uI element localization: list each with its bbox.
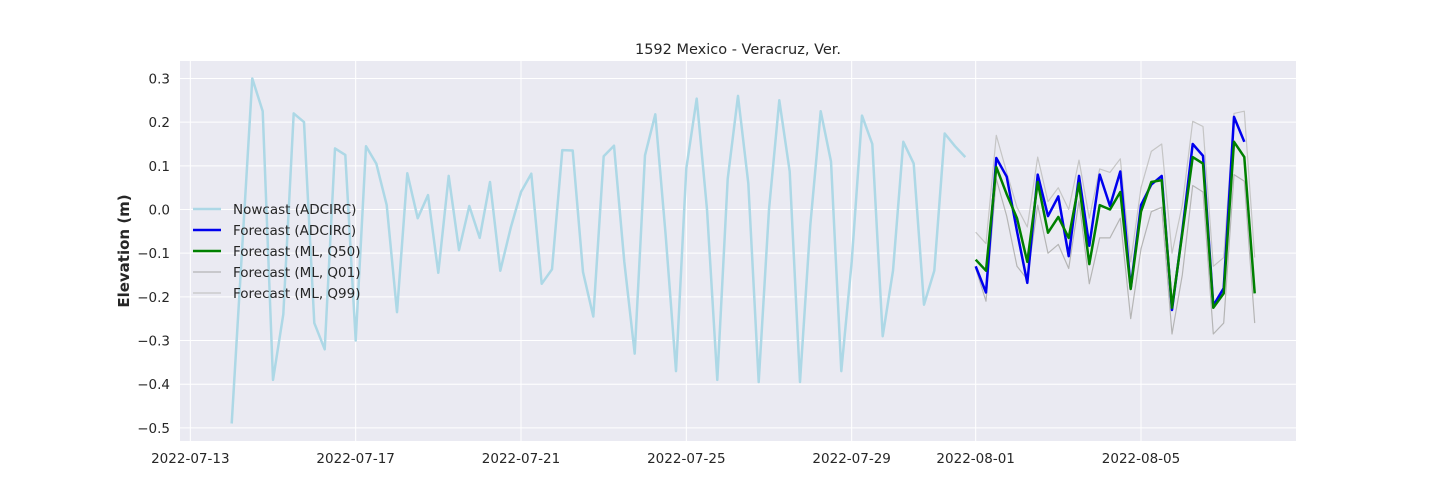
series-line-3 bbox=[975, 174, 1256, 335]
x-tick-label-6: 2022-08-05 bbox=[1102, 451, 1180, 467]
x-tick-labels: 2022-07-13 2022-07-17 2022-07-21 2022-07-25… bbox=[151, 451, 1180, 467]
y-tick-label-5: −0.2 bbox=[137, 290, 170, 306]
x-tick-label-4: 2022-07-29 bbox=[812, 451, 890, 467]
x-tick-label-3: 2022-07-25 bbox=[647, 451, 725, 467]
y-axis-label: Elevation (m) bbox=[115, 194, 133, 307]
y-tick-label-4: −0.1 bbox=[137, 246, 170, 262]
plot-area bbox=[180, 61, 1296, 441]
series-line-2 bbox=[974, 140, 1256, 310]
chart-title: 1592 Mexico - Veracruz, Ver. bbox=[635, 42, 841, 58]
y-tick-label-1: 0.2 bbox=[149, 115, 170, 131]
legend-label-3: Forecast (ML, Q01) bbox=[233, 265, 361, 281]
legend: Nowcast (ADCIRC) Forecast (ADCIRC) Forecas… bbox=[193, 202, 361, 302]
x-tick-label-0: 2022-07-13 bbox=[151, 451, 229, 467]
x-tick-label-5: 2022-08-01 bbox=[936, 451, 1014, 467]
x-tick-label-2: 2022-07-21 bbox=[482, 451, 560, 467]
y-tick-label-3: 0.0 bbox=[149, 203, 170, 219]
y-tick-label-2: 0.1 bbox=[149, 159, 170, 175]
y-tick-label-6: −0.3 bbox=[137, 334, 170, 350]
series-line-1 bbox=[974, 115, 1246, 312]
series-group bbox=[230, 77, 1256, 424]
legend-label-2: Forecast (ML, Q50) bbox=[233, 244, 361, 260]
legend-label-0: Nowcast (ADCIRC) bbox=[233, 202, 356, 218]
y-tick-label-8: −0.5 bbox=[137, 421, 170, 437]
y-tick-labels: 0.3 0.2 0.1 0.0 −0.1 −0.2 −0.3 −0.4 −0.5 bbox=[137, 71, 170, 436]
series-line-4 bbox=[975, 110, 1256, 267]
y-tick-label-7: −0.4 bbox=[137, 377, 170, 393]
x-tick-label-1: 2022-07-17 bbox=[316, 451, 394, 467]
series-line-0 bbox=[230, 77, 967, 424]
y-tick-label-0: 0.3 bbox=[149, 71, 170, 87]
legend-label-4: Forecast (ML, Q99) bbox=[233, 286, 361, 302]
legend-label-1: Forecast (ADCIRC) bbox=[233, 223, 356, 239]
